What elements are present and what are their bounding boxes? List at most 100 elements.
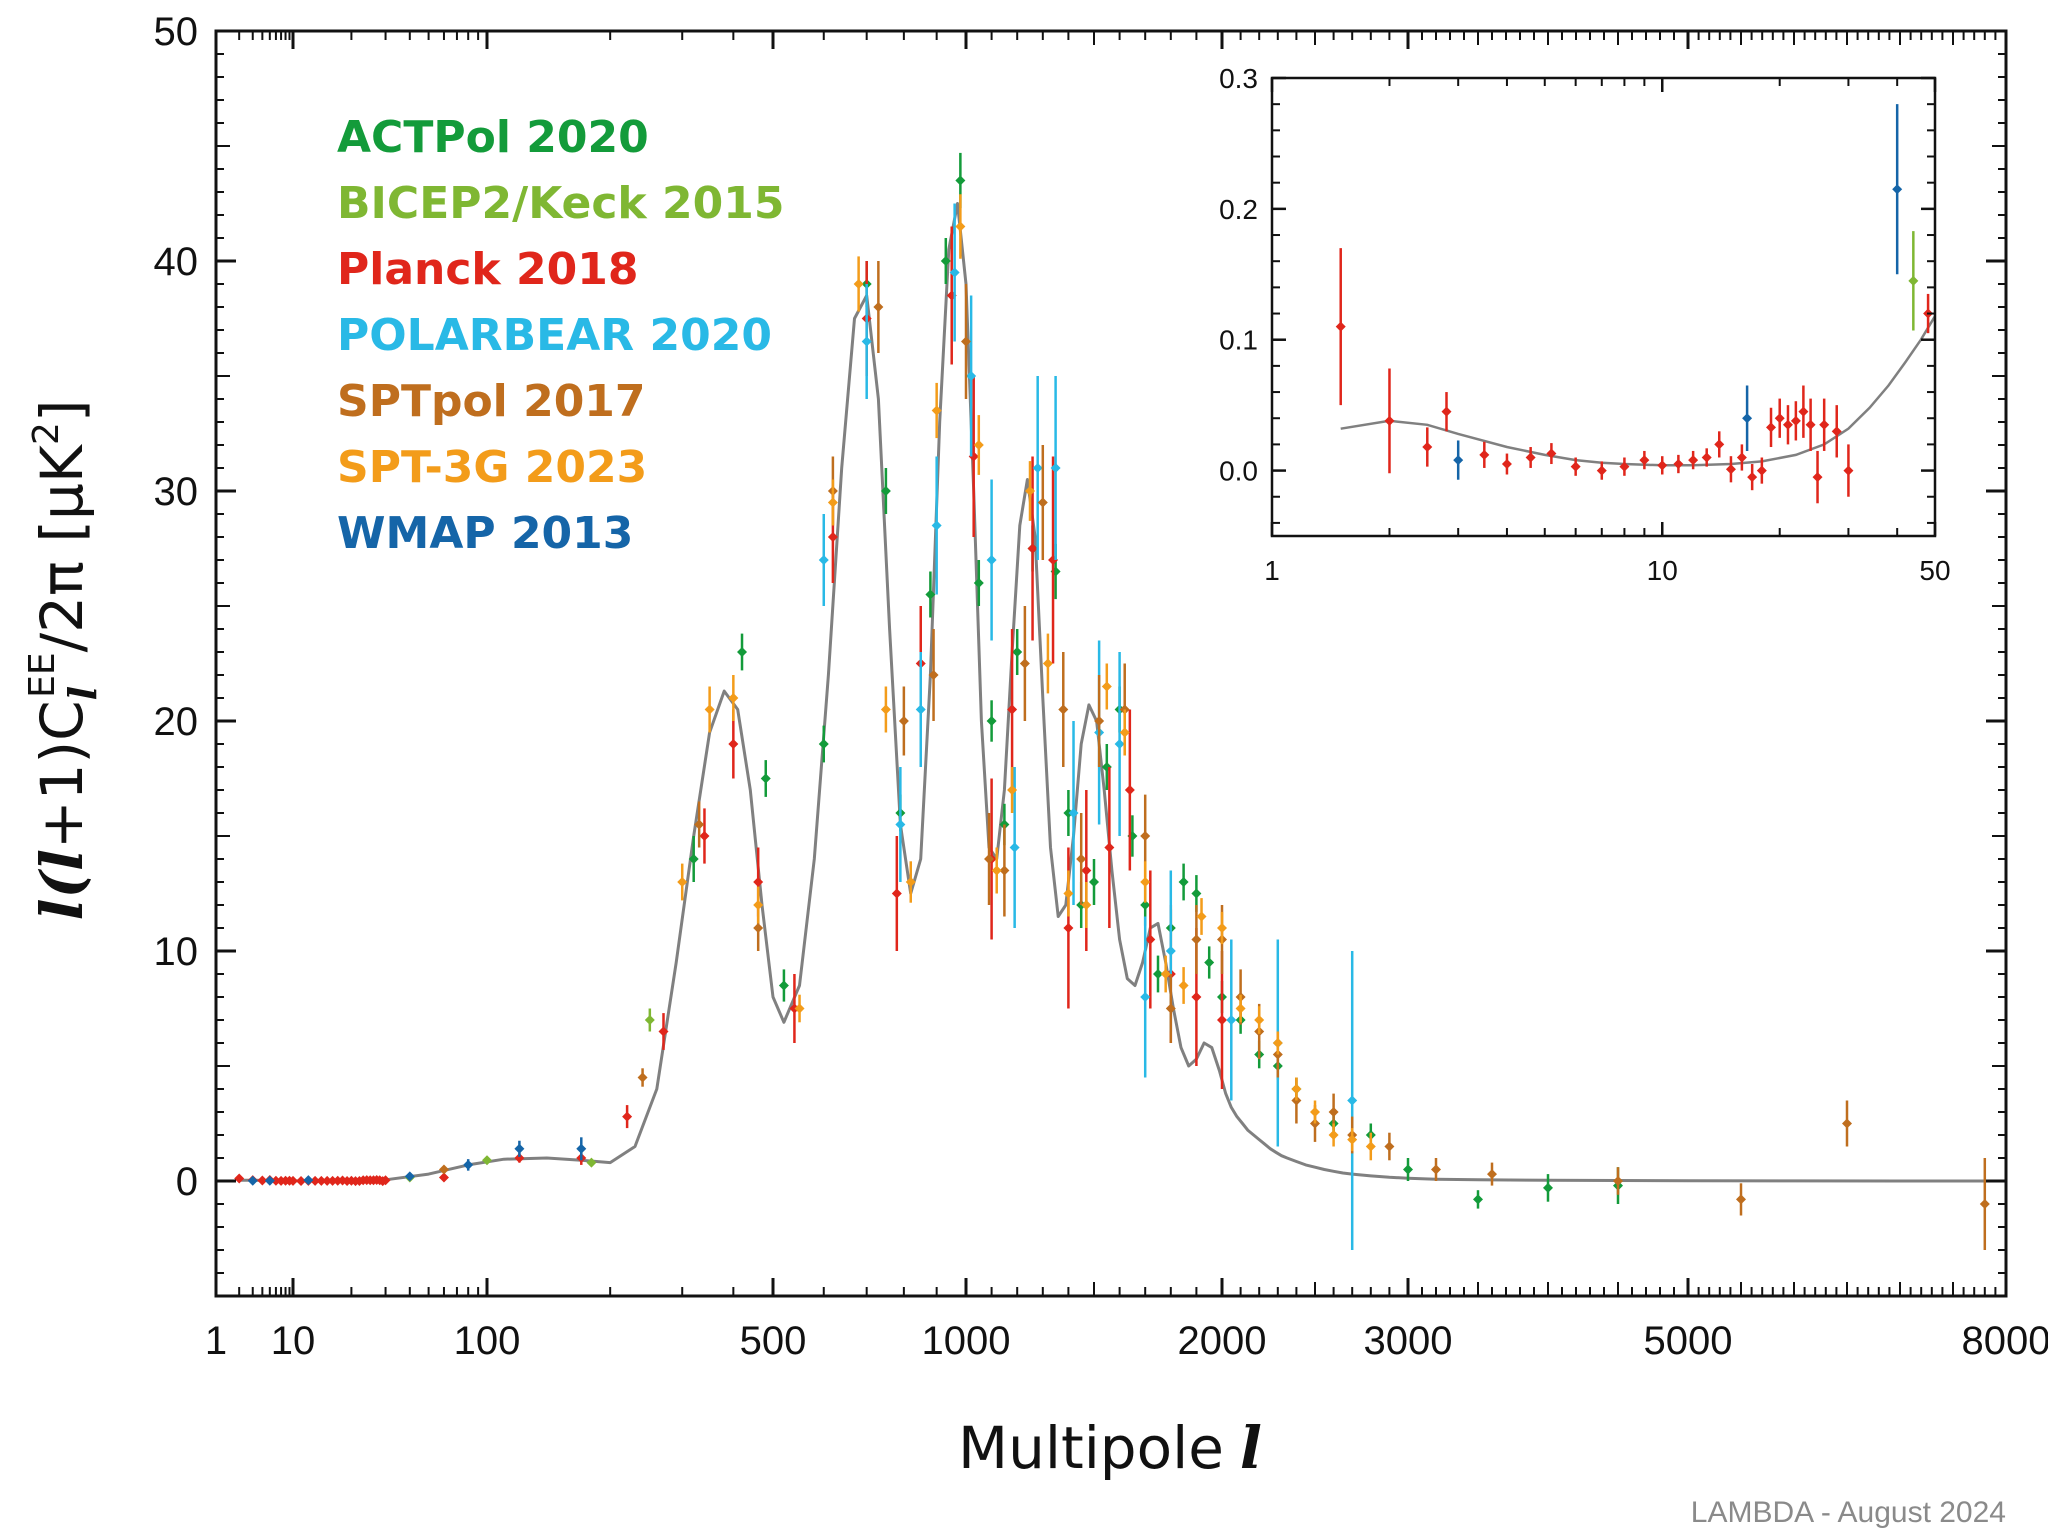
y-tick-label: 30 (154, 470, 199, 514)
data-point (1104, 842, 1115, 853)
data-point (1094, 716, 1105, 726)
data-point (1027, 543, 1038, 554)
data-point (463, 1159, 474, 1170)
data-point (1328, 1107, 1339, 1117)
data-point (1842, 1118, 1852, 1129)
data-point (694, 819, 705, 830)
y-axis-ticks: 0 10 20 30 40 50 (154, 10, 2006, 1274)
series-wmap-2013 (247, 1137, 587, 1186)
inset-background (1272, 78, 1935, 536)
data-point (1431, 1164, 1441, 1175)
y-title-ell: l (28, 849, 96, 871)
inset-data-point (1805, 419, 1816, 430)
inset-series-planck-2018 (1335, 248, 1934, 504)
data-point (1140, 992, 1151, 1002)
data-point (310, 1175, 321, 1186)
inset-data-point (1774, 413, 1785, 424)
y-title-mid: +1)C (28, 700, 96, 849)
data-point (1032, 463, 1043, 473)
data-point (1165, 946, 1176, 956)
data-point (658, 1026, 669, 1037)
data-point (1160, 969, 1171, 979)
data-point (955, 221, 966, 232)
data-points-group (234, 152, 1990, 1250)
y-tick-label: 40 (154, 240, 199, 284)
data-point (1037, 497, 1048, 508)
y-title-suffix: /2π [μK (28, 443, 96, 652)
data-point (644, 1015, 655, 1025)
data-point (1050, 463, 1061, 473)
inset-data-point (1570, 461, 1581, 472)
data-point (380, 1175, 391, 1186)
data-point (1347, 1095, 1358, 1106)
inset-data-point (1441, 406, 1452, 417)
inset-x-tick-label: 50 (1919, 555, 1950, 586)
data-point (1025, 486, 1035, 496)
inset-data-point (1747, 472, 1758, 483)
data-point (760, 773, 771, 784)
data-point (1487, 1169, 1497, 1180)
data-point (1473, 1194, 1483, 1205)
data-point (827, 532, 838, 542)
data-point (514, 1143, 525, 1154)
data-point (861, 336, 872, 347)
data-point (891, 888, 902, 899)
x-tick-label: 100 (454, 1319, 521, 1363)
data-point (303, 1175, 314, 1186)
x-tick-label: 500 (740, 1319, 807, 1363)
data-point (728, 693, 739, 703)
inset-y-tick-label: 0.1 (1219, 325, 1258, 356)
credit-label: LAMBDA - August 2024 (1691, 1496, 2006, 1529)
data-point (1007, 785, 1018, 795)
inset-data-point (1525, 452, 1536, 463)
data-point (1347, 1134, 1358, 1145)
data-point (1736, 1194, 1746, 1205)
x-tick-label: 2000 (1178, 1319, 1267, 1363)
data-point (955, 175, 966, 186)
data-point (688, 854, 699, 864)
inset-data-point (1384, 415, 1395, 426)
y-title-sup: EE (22, 652, 63, 698)
series-planck-2018 (234, 226, 1227, 1187)
data-point (753, 923, 764, 933)
data-point (1101, 681, 1112, 692)
data-point (915, 704, 926, 715)
inset-data-point (1673, 459, 1684, 470)
inset-data-point (1453, 455, 1464, 466)
data-point (1165, 1003, 1176, 1014)
inset-x-tick-label: 10 (1647, 555, 1678, 586)
inset-series-wmap-2013 (1453, 104, 1903, 480)
y-title-prefix: l( (28, 868, 96, 920)
legend-entry-bicep2-keck-2015: BICEP2/Keck 2015 (337, 178, 784, 229)
legend-entry-wmap-2013: WMAP 2013 (337, 508, 633, 559)
data-point (1019, 658, 1030, 669)
data-point (637, 1072, 648, 1083)
data-point (1204, 957, 1215, 968)
inset-data-point (1335, 321, 1346, 332)
inset-data-point (1639, 455, 1650, 466)
data-point (288, 1175, 298, 1186)
legend-entry-planck-2018: Planck 2018 (337, 244, 638, 295)
data-point (234, 1173, 245, 1184)
data-point (898, 716, 909, 726)
data-point (1178, 980, 1189, 991)
data-point (1140, 877, 1151, 887)
y-tick-label: 20 (154, 700, 199, 744)
x-tick-label: 10 (271, 1319, 316, 1363)
inset-data-point (1798, 406, 1809, 417)
data-point (1384, 1141, 1395, 1152)
data-point (1140, 900, 1151, 910)
data-point (1042, 658, 1053, 669)
data-point (966, 371, 977, 381)
data-point (699, 831, 710, 841)
inset-data-point (1619, 461, 1630, 472)
y-tick-label: 10 (154, 930, 199, 974)
main-plot-frame (214, 29, 2008, 1298)
data-point (247, 1175, 258, 1186)
data-point (873, 302, 884, 312)
x-tick-label: 5000 (1644, 1319, 1733, 1363)
data-point (1114, 739, 1125, 749)
data-point (327, 1175, 338, 1186)
y-title-close: ] (28, 399, 96, 422)
